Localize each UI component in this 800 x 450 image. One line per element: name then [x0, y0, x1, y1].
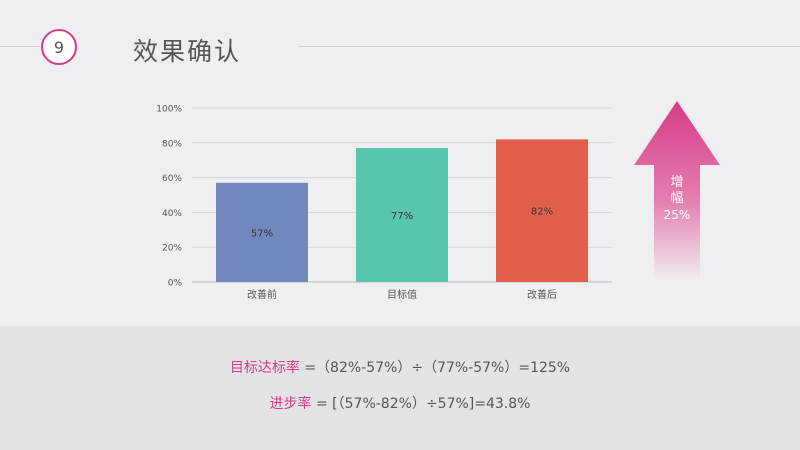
- y-tick-label: 40%: [162, 209, 182, 219]
- y-tick-label: 0%: [168, 279, 183, 289]
- bar-value-label: 77%: [391, 211, 413, 222]
- x-category-label: 目标值: [387, 288, 417, 301]
- bar-value-label: 82%: [531, 207, 553, 218]
- increase-label-pct: 25%: [663, 208, 691, 222]
- formula-target-rate: 目标达标率 =（82%-57%）÷（77%-57%）=125%: [0, 357, 800, 377]
- bar-chart: 0% 20% 40% 60% 80% 100% 57% 改善前 77% 目标值 82% 改善后: [156, 105, 612, 301]
- slide-title: 效果确认: [133, 37, 242, 66]
- formula-progress-rate: 进步率 = [（57%-82%）÷57%]=43.8%: [0, 393, 800, 413]
- formula-progress-rate-label: 进步率: [269, 396, 312, 412]
- y-tick-label: 20%: [162, 244, 182, 254]
- formula-band: [0, 326, 800, 450]
- increase-label-line2: 幅: [670, 191, 684, 206]
- y-tick-label: 60%: [162, 174, 182, 184]
- bar: [216, 182, 308, 282]
- formula-target-rate-label: 目标达标率: [229, 360, 300, 376]
- bar-value-label: 57%: [251, 228, 273, 239]
- header-rule-right: [299, 46, 800, 47]
- y-tick-label: 80%: [162, 139, 182, 149]
- increase-arrow-icon: [634, 101, 720, 281]
- header-rule-left: [0, 46, 40, 47]
- slide-number-badge: 9: [41, 29, 77, 65]
- increase-label-line1: 增: [670, 175, 684, 190]
- increase-label: 增 幅 25%: [662, 175, 692, 223]
- x-category-label: 改善前: [247, 288, 277, 301]
- formula-target-rate-expr: =（82%-57%）÷（77%-57%）=125%: [299, 360, 571, 376]
- bar: [496, 139, 588, 282]
- bar: [356, 148, 448, 282]
- x-category-label: 改善后: [527, 288, 557, 301]
- formula-progress-rate-expr: = [（57%-82%）÷57%]=43.8%: [311, 396, 531, 412]
- slide-number: 9: [53, 37, 65, 57]
- y-tick-label: 100%: [156, 105, 182, 115]
